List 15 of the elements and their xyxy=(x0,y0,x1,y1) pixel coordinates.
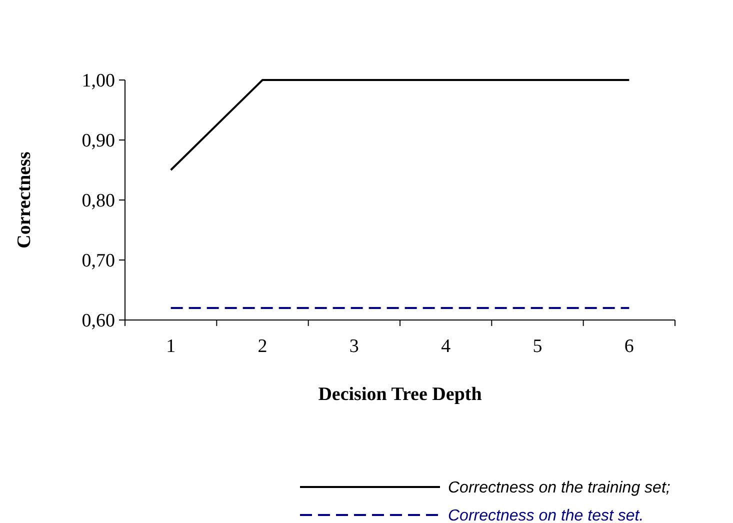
y-tick-label: 0,60 xyxy=(82,310,115,332)
x-tick-label: 1 xyxy=(166,336,176,357)
text: Correctness on the training set; xyxy=(448,480,670,497)
y-tick-label: 0,80 xyxy=(82,190,115,212)
y-tick-label: 0,90 xyxy=(82,130,115,152)
x-tick-label: 3 xyxy=(349,336,359,357)
x-tick-label: 2 xyxy=(258,336,268,357)
y-axis-title: Correctness xyxy=(14,152,35,248)
x-axis-title: Decision Tree Depth xyxy=(318,384,482,405)
y-tick-label: 1,00 xyxy=(82,70,115,92)
text: Correctness on the test set. xyxy=(448,508,644,523)
x-tick-label: 5 xyxy=(532,336,542,357)
x-tick-label: 6 xyxy=(624,336,634,357)
x-tick-label: 4 xyxy=(441,336,452,357)
y-tick-label: 0,70 xyxy=(82,250,115,272)
